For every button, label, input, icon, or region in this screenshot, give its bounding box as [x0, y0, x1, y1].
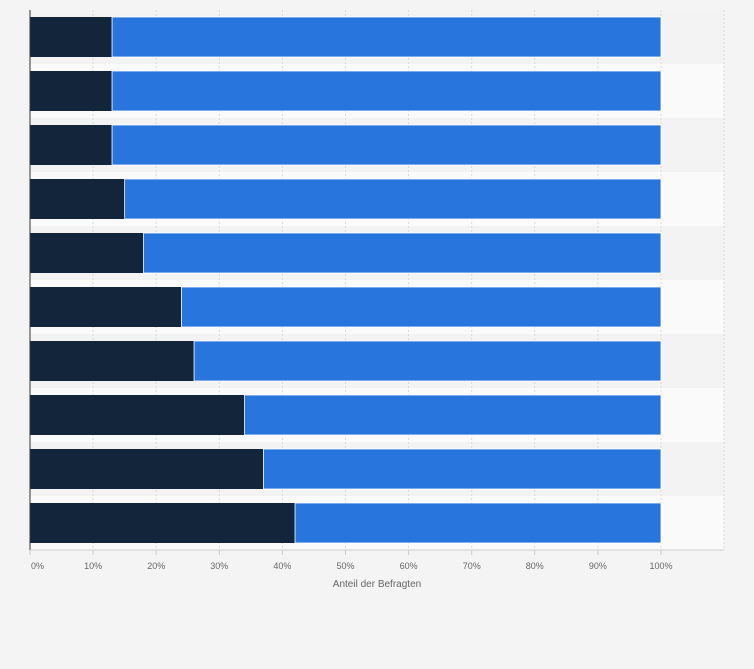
bar-segment — [30, 395, 245, 435]
x-tick-label: 90% — [589, 561, 607, 571]
x-tick-label: 40% — [273, 561, 291, 571]
bar-segment — [111, 16, 662, 58]
bar-segment — [111, 70, 662, 112]
bar-segment — [244, 394, 662, 436]
x-tick-labels: 0% 10% 20% 30% 40% 50% 60% 70% 80% 90% 100% — [29, 550, 673, 571]
x-tick-label: 100% — [649, 561, 672, 571]
x-tick-label: 10% — [84, 561, 102, 571]
x-tick-label: 30% — [210, 561, 228, 571]
bar-segment — [263, 448, 662, 490]
bar-segment — [30, 179, 125, 219]
x-tick-label: 70% — [463, 561, 481, 571]
x-tick-label: 80% — [526, 561, 544, 571]
bar-segment — [30, 233, 144, 273]
x-tick-label: 0% — [31, 561, 44, 571]
bar-segment — [111, 124, 662, 166]
bar-segment — [30, 449, 264, 489]
bar-segment — [30, 125, 113, 165]
bar-segment — [30, 341, 195, 381]
x-tick-label: 50% — [336, 561, 354, 571]
bar-segment — [30, 17, 113, 57]
x-tick-label: 60% — [400, 561, 418, 571]
x-tick-label: 20% — [147, 561, 165, 571]
bar-segment — [124, 178, 662, 220]
bar-segment — [30, 287, 182, 327]
bar-segment — [193, 340, 662, 382]
bar-segment — [143, 232, 662, 274]
bar-segment — [294, 502, 662, 544]
bars — [30, 16, 662, 544]
bar-segment — [181, 286, 662, 328]
x-axis-title: Anteil der Befragten — [333, 579, 421, 590]
axes — [29, 10, 725, 551]
bar-segment — [30, 71, 113, 111]
bar-segment — [30, 503, 296, 543]
